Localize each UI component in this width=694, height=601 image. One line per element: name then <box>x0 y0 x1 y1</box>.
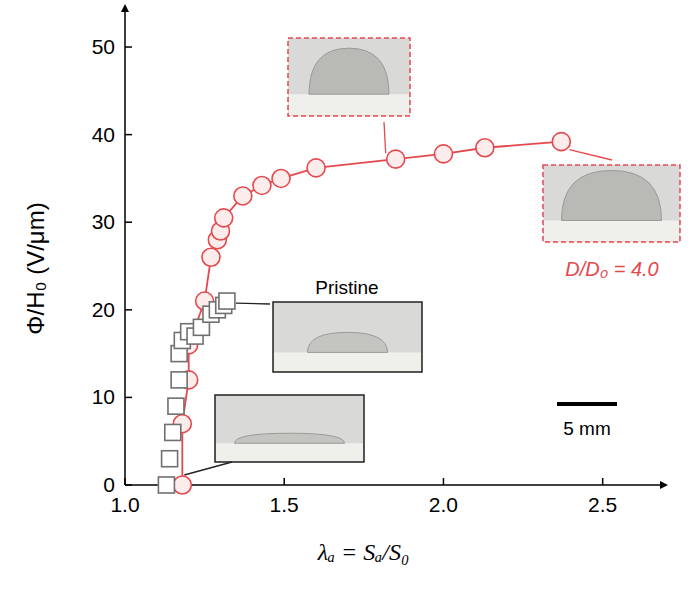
data-point <box>173 476 191 494</box>
photo-inset <box>288 38 410 116</box>
inset-frame <box>215 395 364 462</box>
y-tick <box>125 134 132 136</box>
data-point <box>307 159 325 177</box>
y-tick-label: 50 <box>92 35 115 58</box>
y-tick <box>125 221 132 223</box>
y-axis <box>124 12 126 485</box>
x-axis <box>125 484 660 486</box>
data-point <box>476 139 494 157</box>
series-label: D/D₀ = 4.0 <box>565 258 658 280</box>
x-tick-label: 2.0 <box>429 493 458 516</box>
leader-line <box>236 302 270 304</box>
plot-marks <box>158 133 570 494</box>
data-point <box>168 398 184 414</box>
x-tick <box>602 478 604 485</box>
droplet <box>309 48 389 94</box>
droplet <box>235 433 345 443</box>
droplet <box>562 170 662 220</box>
y-tick <box>125 397 132 399</box>
photo-inset <box>273 302 422 372</box>
data-point <box>215 209 233 227</box>
axis-arrow <box>121 4 129 12</box>
y-tick-label: 40 <box>92 123 115 146</box>
leader-line <box>569 150 612 160</box>
y-tick <box>125 46 132 48</box>
scale-label: 5 mm <box>563 418 611 439</box>
y-tick-label: 20 <box>92 298 115 321</box>
data-point <box>165 424 181 440</box>
y-tick-label: 0 <box>103 473 115 496</box>
series-label: Pristine <box>315 277 378 298</box>
y-tick-label: 10 <box>92 385 115 408</box>
x-tick-label: 1.5 <box>270 493 299 516</box>
inset-frame <box>273 302 422 372</box>
droplet <box>308 332 388 352</box>
photo-inset <box>543 165 680 242</box>
data-point <box>253 176 271 194</box>
inset-frame <box>288 38 410 116</box>
data-point <box>234 187 252 205</box>
leader-line <box>184 462 232 475</box>
data-point <box>202 248 220 266</box>
series-line <box>182 142 561 485</box>
x-tick <box>283 478 285 485</box>
y-tick-label: 30 <box>92 210 115 233</box>
y-tick <box>125 484 132 486</box>
photo-inset <box>215 395 364 462</box>
data-point <box>272 169 290 187</box>
axis-arrow <box>660 481 668 489</box>
leader-line <box>384 122 386 153</box>
data-point <box>219 293 235 309</box>
data-point <box>434 145 452 163</box>
data-point <box>158 477 174 493</box>
inset-frame <box>543 165 680 242</box>
inset-ground <box>216 443 363 461</box>
chart: 1.0 1.5 2.0 2.5 0 10 20 30 40 50 λₐ = Sₐ/S₀ Φ/H₀ (V… <box>0 0 694 601</box>
data-point <box>387 150 405 168</box>
x-tick <box>124 478 126 485</box>
data-point <box>552 133 570 151</box>
y-tick <box>125 309 132 311</box>
data-point <box>171 372 187 388</box>
y-axis-title: Φ/H₀ (V/μm) <box>22 202 49 334</box>
inset-ground <box>274 352 421 371</box>
x-tick <box>443 478 445 485</box>
inset-ground <box>289 94 409 115</box>
inset-ground <box>544 220 679 241</box>
scale-bar <box>557 402 617 406</box>
data-point <box>162 451 178 467</box>
x-tick-label: 1.0 <box>110 493 139 516</box>
x-axis-title: λₐ = Sₐ/S₀ <box>317 539 410 565</box>
x-tick-label: 2.5 <box>588 493 617 516</box>
